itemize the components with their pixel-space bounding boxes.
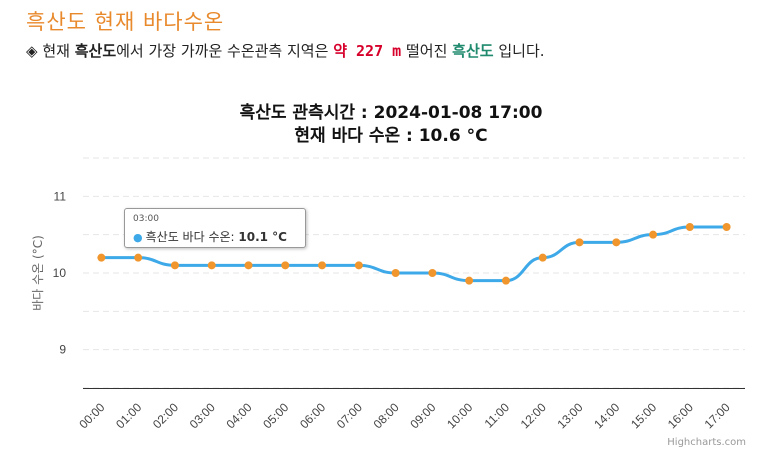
y-tick-label: 11 (54, 189, 67, 203)
x-tick-label: 13:00 (554, 400, 585, 431)
diamond-bullet-icon: ◈ (26, 42, 38, 60)
info-nearest-station: 흑산도 (452, 42, 494, 60)
data-point (207, 261, 216, 270)
data-point (354, 261, 363, 270)
x-tick-label: 02:00 (150, 400, 181, 431)
x-tick-label: 12:00 (518, 400, 549, 431)
data-point (501, 276, 510, 285)
x-tick-label: 17:00 (702, 400, 733, 431)
data-point (722, 223, 731, 231)
info-line: ◈ 현재 흑산도에서 가장 가까운 수온관측 지역은 약 227 m 떨어진 흑… (26, 40, 545, 61)
y-tick-label: 9 (59, 343, 66, 357)
data-point (649, 230, 658, 239)
data-point (281, 261, 290, 270)
data-point (575, 238, 584, 247)
x-tick-label: 09:00 (407, 400, 438, 431)
info-suffix: 입니다. (498, 42, 545, 60)
data-point (612, 238, 621, 247)
series-line (101, 225, 727, 283)
tooltip-line: ● 흑산도 바다 수온: 10.1 °C (133, 230, 287, 244)
data-point (134, 253, 143, 262)
x-tick-label: 10:00 (444, 400, 475, 431)
x-tick-label: 15:00 (628, 400, 659, 431)
y-tick-label: 10 (53, 266, 67, 280)
x-tick-label: 06:00 (297, 400, 328, 431)
x-tick-label: 11:00 (482, 400, 513, 431)
x-tick-label: 04:00 (223, 400, 254, 431)
info-middle: 에서 가장 가까운 수온관측 지역은 (116, 42, 329, 60)
x-tick-label: 00:00 (76, 400, 107, 431)
chart-subtitle: 현재 바다 수온 : 10.6 °C (294, 126, 488, 146)
x-tick-label: 03:00 (187, 400, 218, 431)
x-tick-label: 16:00 (665, 400, 696, 431)
data-point (244, 261, 253, 270)
info-after: 떨어진 (405, 42, 448, 60)
x-tick-label: 05:00 (260, 400, 291, 431)
data-point (685, 223, 694, 231)
x-tick-label: 01:00 (113, 400, 144, 431)
data-point (170, 261, 179, 270)
data-point (428, 269, 437, 277)
y-axis-title: 바다 수온 (°C) (31, 235, 45, 311)
page-title: 흑산도 현재 바다수온 (26, 10, 225, 34)
info-distance: 약 227 m (333, 42, 402, 60)
data-point (465, 276, 474, 285)
data-point (318, 261, 327, 270)
credits-link[interactable]: Highcharts.com (667, 437, 746, 448)
data-point (97, 253, 106, 262)
data-point (391, 269, 400, 277)
tooltip-time: 03:00 (133, 214, 159, 224)
tooltip-value: 10.1 °C (238, 230, 287, 244)
x-tick-label: 14:00 (591, 400, 622, 431)
data-point (538, 253, 547, 262)
chart-title: 흑산도 관측시간 : 2024-01-08 17:00 (239, 103, 543, 123)
tooltip-label: 흑산도 바다 수온 (145, 230, 231, 244)
x-tick-label: 08:00 (371, 400, 402, 431)
x-tick-label: 07:00 (334, 400, 365, 431)
chart-tooltip: 03:00 ● 흑산도 바다 수온: 10.1 °C (124, 208, 306, 248)
series-dot-icon: ● (133, 231, 143, 244)
info-station: 흑산도 (74, 42, 117, 60)
info-prefix: 현재 (42, 42, 70, 60)
